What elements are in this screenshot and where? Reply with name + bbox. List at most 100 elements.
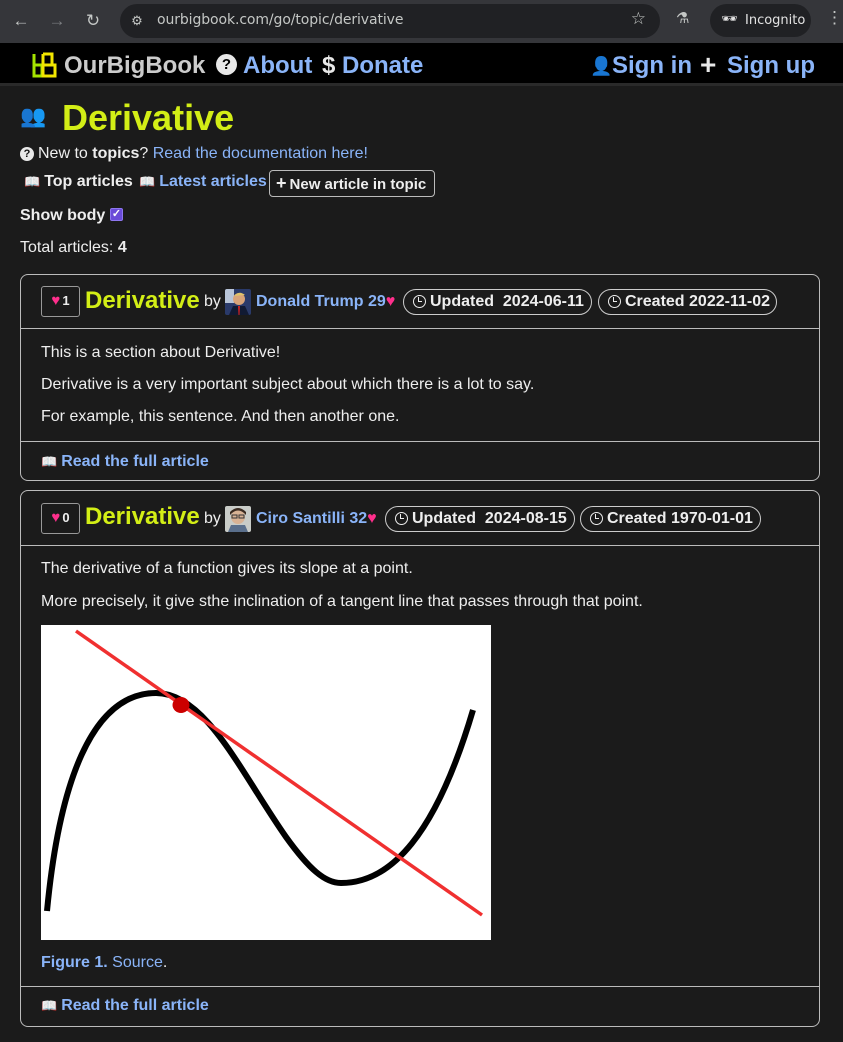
updated-badge[interactable]: Updated 2024-06-11: [403, 289, 592, 315]
menu-icon[interactable]: ⋮: [826, 8, 843, 27]
ourbigbook-logo-icon[interactable]: [31, 52, 58, 79]
question-icon: ?: [20, 147, 34, 161]
site-info-icon[interactable]: ⚙: [131, 13, 143, 28]
clock-icon: [608, 295, 621, 308]
new-article-label: New article in topic: [289, 176, 427, 193]
new-to-prefix: New to: [38, 145, 93, 162]
brand-name[interactable]: OurBigBook: [64, 52, 206, 79]
article-card: ♥ 0 Derivative by Ciro Santilli 32♥ Updat…: [20, 490, 820, 1027]
labs-icon[interactable]: ⚗: [676, 10, 690, 27]
documentation-link[interactable]: Read the documentation here!: [152, 145, 368, 162]
star-icon[interactable]: ☆: [630, 9, 646, 28]
dollar-icon[interactable]: $: [322, 52, 336, 79]
heart-icon: ♥: [367, 510, 377, 527]
question-icon[interactable]: ?: [216, 54, 237, 75]
figure-caption: Figure 1. Source.: [41, 954, 168, 971]
show-body-label: Show body: [20, 207, 106, 224]
updated-date: 2024-06-11: [502, 293, 584, 310]
incognito-label: Incognito: [745, 13, 806, 28]
article-header: ♥ 0 Derivative by Ciro Santilli 32♥ Updat…: [21, 491, 819, 546]
read-full-article-link[interactable]: 📖 Read the full article: [41, 997, 209, 1015]
heart-icon: ♥: [385, 293, 396, 310]
author-name: Donald Trump 29: [256, 293, 386, 310]
reload-icon[interactable]: ↻: [85, 11, 101, 30]
updated-badge[interactable]: Updated 2024-08-15: [385, 506, 575, 532]
address-bar[interactable]: ⚙ ourbigbook.com/go/topic/derivative ☆: [120, 4, 660, 38]
book-icon: 📖: [41, 998, 58, 1013]
book-icon: 📖: [24, 174, 41, 189]
page-title: Derivative: [62, 97, 235, 138]
new-article-button[interactable]: + New article in topic: [269, 170, 435, 197]
article-title[interactable]: Derivative: [85, 287, 200, 314]
url-text[interactable]: ourbigbook.com/go/topic/derivative: [157, 12, 404, 28]
total-articles: Total articles: 4: [20, 239, 127, 257]
book-icon: 📖: [139, 174, 156, 189]
site-header: OurBigBook ? About $ Donate 👤 Sign in + …: [0, 43, 843, 86]
sign-up-link[interactable]: Sign up: [727, 52, 815, 79]
read-full-label: Read the full article: [61, 453, 209, 470]
heart-icon: ♥: [51, 509, 61, 526]
derivative-tangent-figure[interactable]: [41, 625, 491, 940]
created-date: 2022-11-02: [689, 293, 770, 310]
plus-icon[interactable]: +: [700, 49, 717, 80]
clock-icon: [590, 512, 603, 525]
clock-icon: [395, 512, 408, 525]
updated-date: 2024-08-15: [484, 510, 567, 527]
article-title[interactable]: Derivative: [85, 503, 200, 530]
created-badge[interactable]: Created 2022-11-02: [598, 289, 777, 315]
like-count: 0: [62, 510, 70, 525]
donate-link[interactable]: Donate: [342, 52, 424, 79]
article-card: ♥ 1 Derivative by Donald Trump 29♥ Update…: [20, 274, 820, 481]
article-paragraph: For example, this sentence. And then ano…: [41, 408, 400, 425]
figure-source-link[interactable]: Source: [112, 954, 163, 971]
like-count: 1: [62, 293, 70, 308]
show-body-checkbox[interactable]: ✓: [110, 208, 123, 221]
article-footer: 📖 Read the full article: [21, 986, 819, 1027]
by-label: by: [204, 510, 221, 527]
sign-in-link[interactable]: Sign in: [612, 52, 692, 79]
topic-users-icon: 👥: [20, 105, 47, 128]
created-label: Created: [607, 510, 667, 527]
article-header: ♥ 1 Derivative by Donald Trump 29♥ Update…: [21, 275, 819, 329]
user-icon[interactable]: 👤: [590, 56, 613, 76]
article-paragraph: Derivative is a very important subject a…: [41, 376, 535, 393]
tab-top-articles[interactable]: 📖 Top articles: [24, 173, 133, 191]
like-button[interactable]: ♥ 0: [41, 503, 80, 534]
incognito-icon: 🕶: [721, 12, 738, 27]
total-count: 4: [117, 239, 127, 256]
tab-latest-label: Latest articles: [159, 173, 267, 190]
created-label: Created: [625, 293, 685, 310]
by-label: by: [204, 293, 221, 310]
author-avatar[interactable]: [225, 289, 251, 315]
updated-label: Updated: [412, 510, 476, 527]
back-icon[interactable]: ←: [12, 11, 30, 30]
forward-icon[interactable]: →: [48, 11, 66, 30]
incognito-badge[interactable]: 🕶 Incognito: [710, 4, 811, 37]
clock-icon: [413, 295, 426, 308]
created-badge[interactable]: Created 1970-01-01: [580, 506, 761, 532]
about-link[interactable]: About: [243, 52, 313, 79]
tangent-line: [74, 629, 484, 917]
updated-label: Updated: [430, 293, 494, 310]
created-date: 1970-01-01: [671, 510, 753, 527]
browser-toolbar: ← → ↻ ⚙ ourbigbook.com/go/topic/derivati…: [0, 0, 843, 43]
tab-latest-articles[interactable]: 📖 Latest articles: [139, 173, 267, 191]
article-paragraph: More precisely, it give sthe inclination…: [41, 593, 643, 610]
total-label: Total articles:: [20, 239, 118, 256]
like-button[interactable]: ♥ 1: [41, 286, 80, 317]
read-full-label: Read the full article: [61, 997, 209, 1014]
author-link[interactable]: Ciro Santilli 32♥: [256, 510, 377, 528]
article-paragraph: The derivative of a function gives its s…: [41, 560, 413, 577]
new-to-topics-notice: ? New to topics? Read the documentation h…: [20, 145, 368, 163]
author-link[interactable]: Donald Trump 29♥: [256, 293, 395, 311]
article-paragraph: This is a section about Derivative!: [41, 344, 281, 361]
book-icon: 📖: [41, 454, 58, 469]
author-avatar[interactable]: [225, 506, 251, 532]
new-to-suffix: ?: [139, 145, 153, 162]
function-curve: [44, 689, 476, 912]
topics-word: topics: [92, 145, 140, 162]
author-name: Ciro Santilli 32: [256, 510, 368, 527]
figure-label[interactable]: Figure 1.: [41, 954, 108, 971]
tangent-point: [172, 697, 190, 713]
read-full-article-link[interactable]: 📖 Read the full article: [41, 453, 209, 471]
